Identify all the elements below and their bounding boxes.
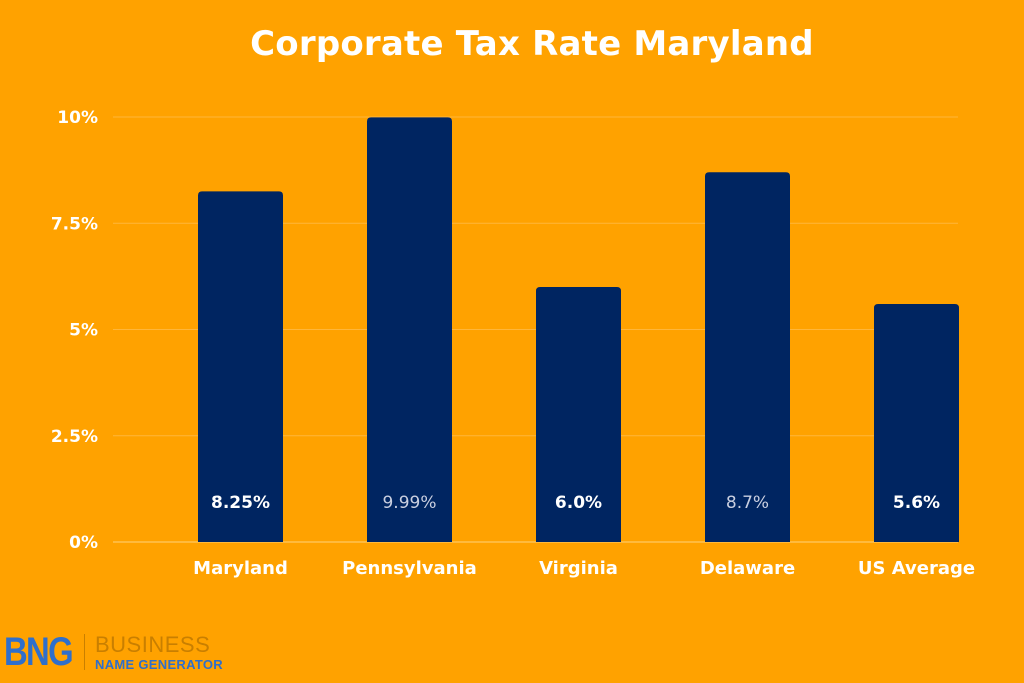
brand-logo: BNG BUSINESS NAME GENERATOR	[4, 630, 223, 674]
bar-virginia	[536, 287, 621, 542]
x-tick-label: Delaware	[700, 558, 795, 579]
y-axis-ticks: 0% 2.5% 5% 7.5% 10%	[51, 108, 98, 553]
y-tick-label: 0%	[69, 533, 98, 553]
x-tick-label: Pennsylvania	[342, 558, 477, 579]
logo-text: BUSINESS NAME GENERATOR	[95, 631, 223, 672]
bar-delaware	[705, 172, 790, 542]
y-tick-label: 7.5%	[51, 214, 98, 234]
chart-title: Corporate Tax Rate Maryland	[250, 24, 814, 64]
bars	[198, 117, 959, 543]
logo-divider	[84, 634, 85, 670]
value-labels: 8.25% 9.99% 6.0% 8.7% 5.6%	[211, 493, 940, 513]
value-label: 8.25%	[211, 493, 270, 513]
bar-maryland	[198, 191, 283, 542]
y-tick-label: 10%	[57, 108, 98, 128]
value-label: 8.7%	[726, 493, 769, 513]
x-tick-label: Maryland	[193, 558, 288, 579]
bar-pennsylvania	[367, 117, 452, 543]
logo-text-name-generator: NAME GENERATOR	[95, 656, 223, 672]
x-axis-labels: Maryland Pennsylvania Virginia Delaware US A…	[193, 558, 975, 579]
y-tick-label: 5%	[69, 321, 98, 341]
value-label: 5.6%	[893, 493, 940, 513]
bar-us-average	[874, 304, 959, 542]
logo-mark: BNG	[4, 629, 74, 674]
x-tick-label: Virginia	[539, 558, 618, 579]
x-tick-label: US Average	[858, 558, 975, 579]
value-label: 9.99%	[382, 493, 436, 513]
value-label: 6.0%	[555, 493, 602, 513]
logo-text-business: BUSINESS	[95, 631, 211, 657]
y-tick-label: 2.5%	[51, 427, 98, 447]
